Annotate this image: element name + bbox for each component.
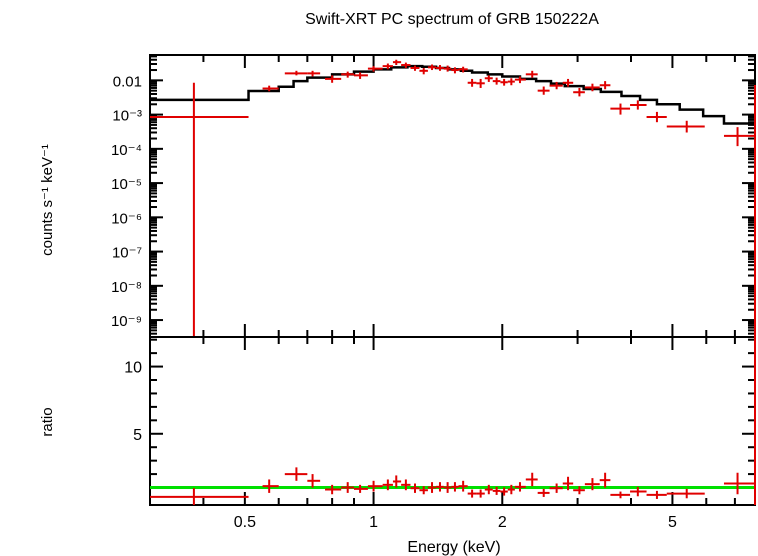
y-tick-label: 10 [124, 360, 142, 377]
ratio-panel: 0.5 1 2 5 5 10 [124, 85, 756, 531]
spectrum-panel: 0.01 10⁻³ 10⁻⁴ 10⁻⁵ 10⁻⁶ 10⁻⁷ 10⁻⁸ 10⁻⁹ [111, 54, 756, 338]
x-axis-label: Energy (keV) [407, 539, 500, 556]
model-step-curve [150, 64, 755, 125]
y-tick-label: 0.01 [113, 73, 142, 90]
spectrum-data-group [150, 59, 755, 337]
spectrum-frame [149, 54, 756, 338]
y-tick-label: 10⁻⁶ [111, 210, 142, 227]
chart-title: Swift-XRT PC spectrum of GRB 150222A [305, 11, 599, 28]
ratio-data-group [150, 467, 755, 505]
x-tick-label: 1 [369, 514, 378, 531]
y-axis-label-ratio: ratio [39, 407, 56, 436]
y-tick-label: 10⁻³ [112, 108, 142, 125]
y-tick-label: 10⁻⁴ [111, 142, 142, 159]
y-tick-label: 10⁻⁵ [111, 176, 142, 193]
model-curve-group [150, 64, 755, 125]
ratio-frame [149, 336, 756, 506]
y-tick-label: 10⁻⁸ [111, 279, 142, 296]
x-tick-label: 2 [498, 514, 507, 531]
x-tick-label: 5 [668, 514, 677, 531]
y-tick-label: 5 [133, 427, 142, 444]
x-tick-label: 0.5 [234, 514, 256, 531]
y-tick-label: 10⁻⁹ [111, 313, 142, 330]
y-axis-label-counts: counts s⁻¹ keV⁻¹ [39, 144, 56, 256]
y-tick-label: 10⁻⁷ [112, 245, 142, 262]
